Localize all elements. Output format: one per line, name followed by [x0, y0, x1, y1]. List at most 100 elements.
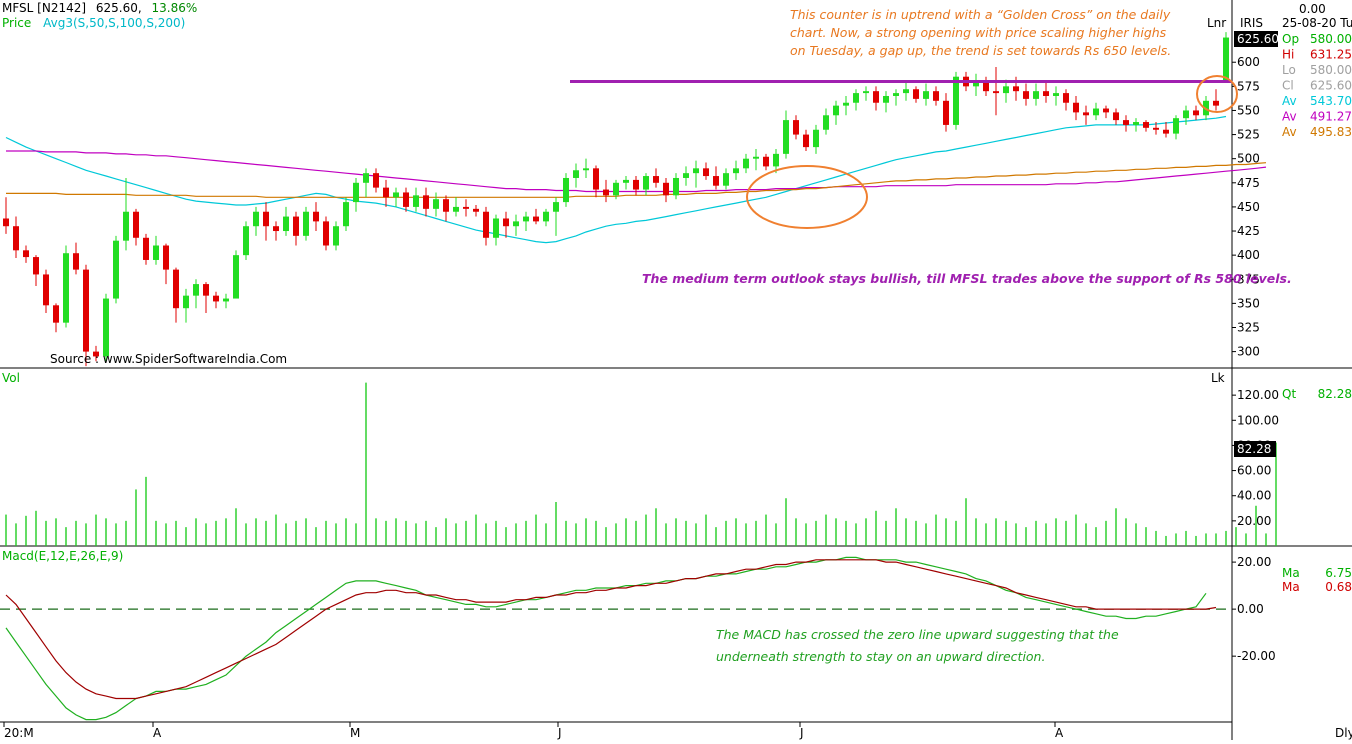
candle-body: [593, 168, 599, 190]
volume-tick-label: 40.00: [1237, 489, 1271, 503]
info-value: 495.83: [1310, 125, 1352, 139]
price-tick-label: 325: [1237, 320, 1260, 334]
candle-body: [533, 216, 539, 222]
candle-body: [233, 255, 239, 299]
macd-ma2-label: Ma: [1282, 580, 1300, 594]
candle-body: [423, 195, 429, 209]
info-label: Av: [1282, 110, 1297, 124]
ma-label: Avg3(S,50,S,100,S,200): [43, 16, 185, 30]
info-value: 543.70: [1310, 94, 1352, 108]
change-percent: 13.86%: [152, 1, 198, 15]
gap-up-circle: [1196, 75, 1238, 113]
price-label: Price: [2, 16, 31, 30]
candle-body: [1183, 110, 1189, 119]
candle-body: [443, 199, 449, 212]
time-tick-label: 20:M: [4, 726, 34, 740]
volume-bars: [5, 382, 1277, 546]
candle-body: [1173, 118, 1179, 134]
candle-body: [633, 179, 639, 190]
price-tick-label: 425: [1237, 224, 1260, 238]
candle-body: [1003, 86, 1009, 94]
period-label[interactable]: Dly: [1335, 726, 1352, 740]
candle-body: [673, 177, 679, 196]
candle-body: [343, 202, 349, 227]
candle-body: [1053, 93, 1059, 96]
candle-body: [663, 182, 669, 196]
candle-body: [23, 250, 29, 258]
info-value: 625.60: [1310, 79, 1352, 93]
candle-body: [273, 226, 279, 232]
volume-tick-label: 120.00: [1237, 388, 1279, 402]
candle-body: [133, 211, 139, 238]
macd-tick-label: 0.00: [1237, 602, 1264, 616]
candle-body: [1113, 112, 1119, 121]
candle-body: [733, 168, 739, 174]
price-tick-label: 550: [1237, 103, 1260, 117]
candle-body: [823, 115, 829, 130]
candle-body: [453, 206, 459, 212]
volume-label: Vol: [2, 371, 20, 385]
candle-body: [303, 211, 309, 236]
last-price: 625.60,: [96, 1, 142, 15]
price-tick-label: 600: [1237, 55, 1260, 69]
time-axis: 20:M A M J J A: [3, 722, 1064, 740]
candle-body: [483, 211, 489, 238]
candle-body: [883, 95, 889, 103]
annotation-top-line-2: chart. Now, a strong opening with price …: [790, 25, 1167, 40]
volume-tick-label: 100.00: [1237, 413, 1279, 427]
candle-body: [313, 211, 319, 222]
candle-body: [653, 176, 659, 183]
candle-body: [613, 182, 619, 196]
candle-body: [753, 156, 759, 159]
candle-body: [33, 257, 39, 275]
candle-body: [903, 89, 909, 94]
candle-body: [703, 168, 709, 177]
candle-body: [763, 156, 769, 167]
candle-body: [993, 91, 999, 94]
candle-body: [813, 129, 819, 148]
candle-body: [513, 221, 519, 227]
candle-body: [693, 168, 699, 174]
candle-body: [283, 216, 289, 232]
candle-body: [1043, 91, 1049, 96]
scale-mode[interactable]: Lnr: [1207, 16, 1226, 30]
candle-body: [1023, 91, 1029, 99]
candle-body: [463, 206, 469, 209]
candle-body: [373, 173, 379, 188]
candle-body: [543, 211, 549, 222]
macd-tick-label: -20.00: [1237, 649, 1276, 663]
candle-body: [833, 105, 839, 116]
candle-body: [243, 226, 249, 256]
price-tick-label: 500: [1237, 152, 1260, 166]
candle-body: [583, 168, 589, 171]
candle-body: [433, 199, 439, 209]
candle-body: [13, 226, 19, 251]
price-y-axis: 300 325 350 375 400 425 450 475 500 525 550 575 600: [1232, 55, 1260, 359]
candle-body: [1093, 108, 1099, 116]
last-price-tag-text: 625.60: [1237, 32, 1279, 46]
candle-body: [163, 245, 169, 270]
volume-last-tag: [1234, 441, 1276, 457]
candle-body: [923, 91, 929, 99]
candle-body: [683, 173, 689, 178]
info-label: Av: [1282, 94, 1297, 108]
candle-body: [473, 208, 479, 212]
time-tick-label: M: [350, 726, 360, 740]
candle-body: [623, 179, 629, 183]
price-tick-label: 575: [1237, 79, 1260, 93]
candle-body: [1223, 37, 1229, 82]
candle-body: [773, 153, 779, 167]
candle-body: [933, 91, 939, 101]
candle-body: [173, 269, 179, 309]
candle-body: [563, 177, 569, 203]
source-text: Source : www.SpiderSoftwareIndia.Com: [50, 352, 287, 366]
annotation-macd-line-1: The MACD has crossed the zero line upwar…: [716, 627, 1119, 642]
candle-body: [183, 295, 189, 309]
candle-body: [893, 93, 899, 96]
symbol-name: MFSL [N2142]: [2, 1, 86, 15]
volume-tick-label: 60.00: [1237, 464, 1271, 478]
macd-ma1-label: Ma: [1282, 566, 1300, 580]
annotation-top: This counter is in uptrend with a “Golde…: [790, 7, 1174, 58]
qt-value: 82.28: [1318, 387, 1352, 401]
